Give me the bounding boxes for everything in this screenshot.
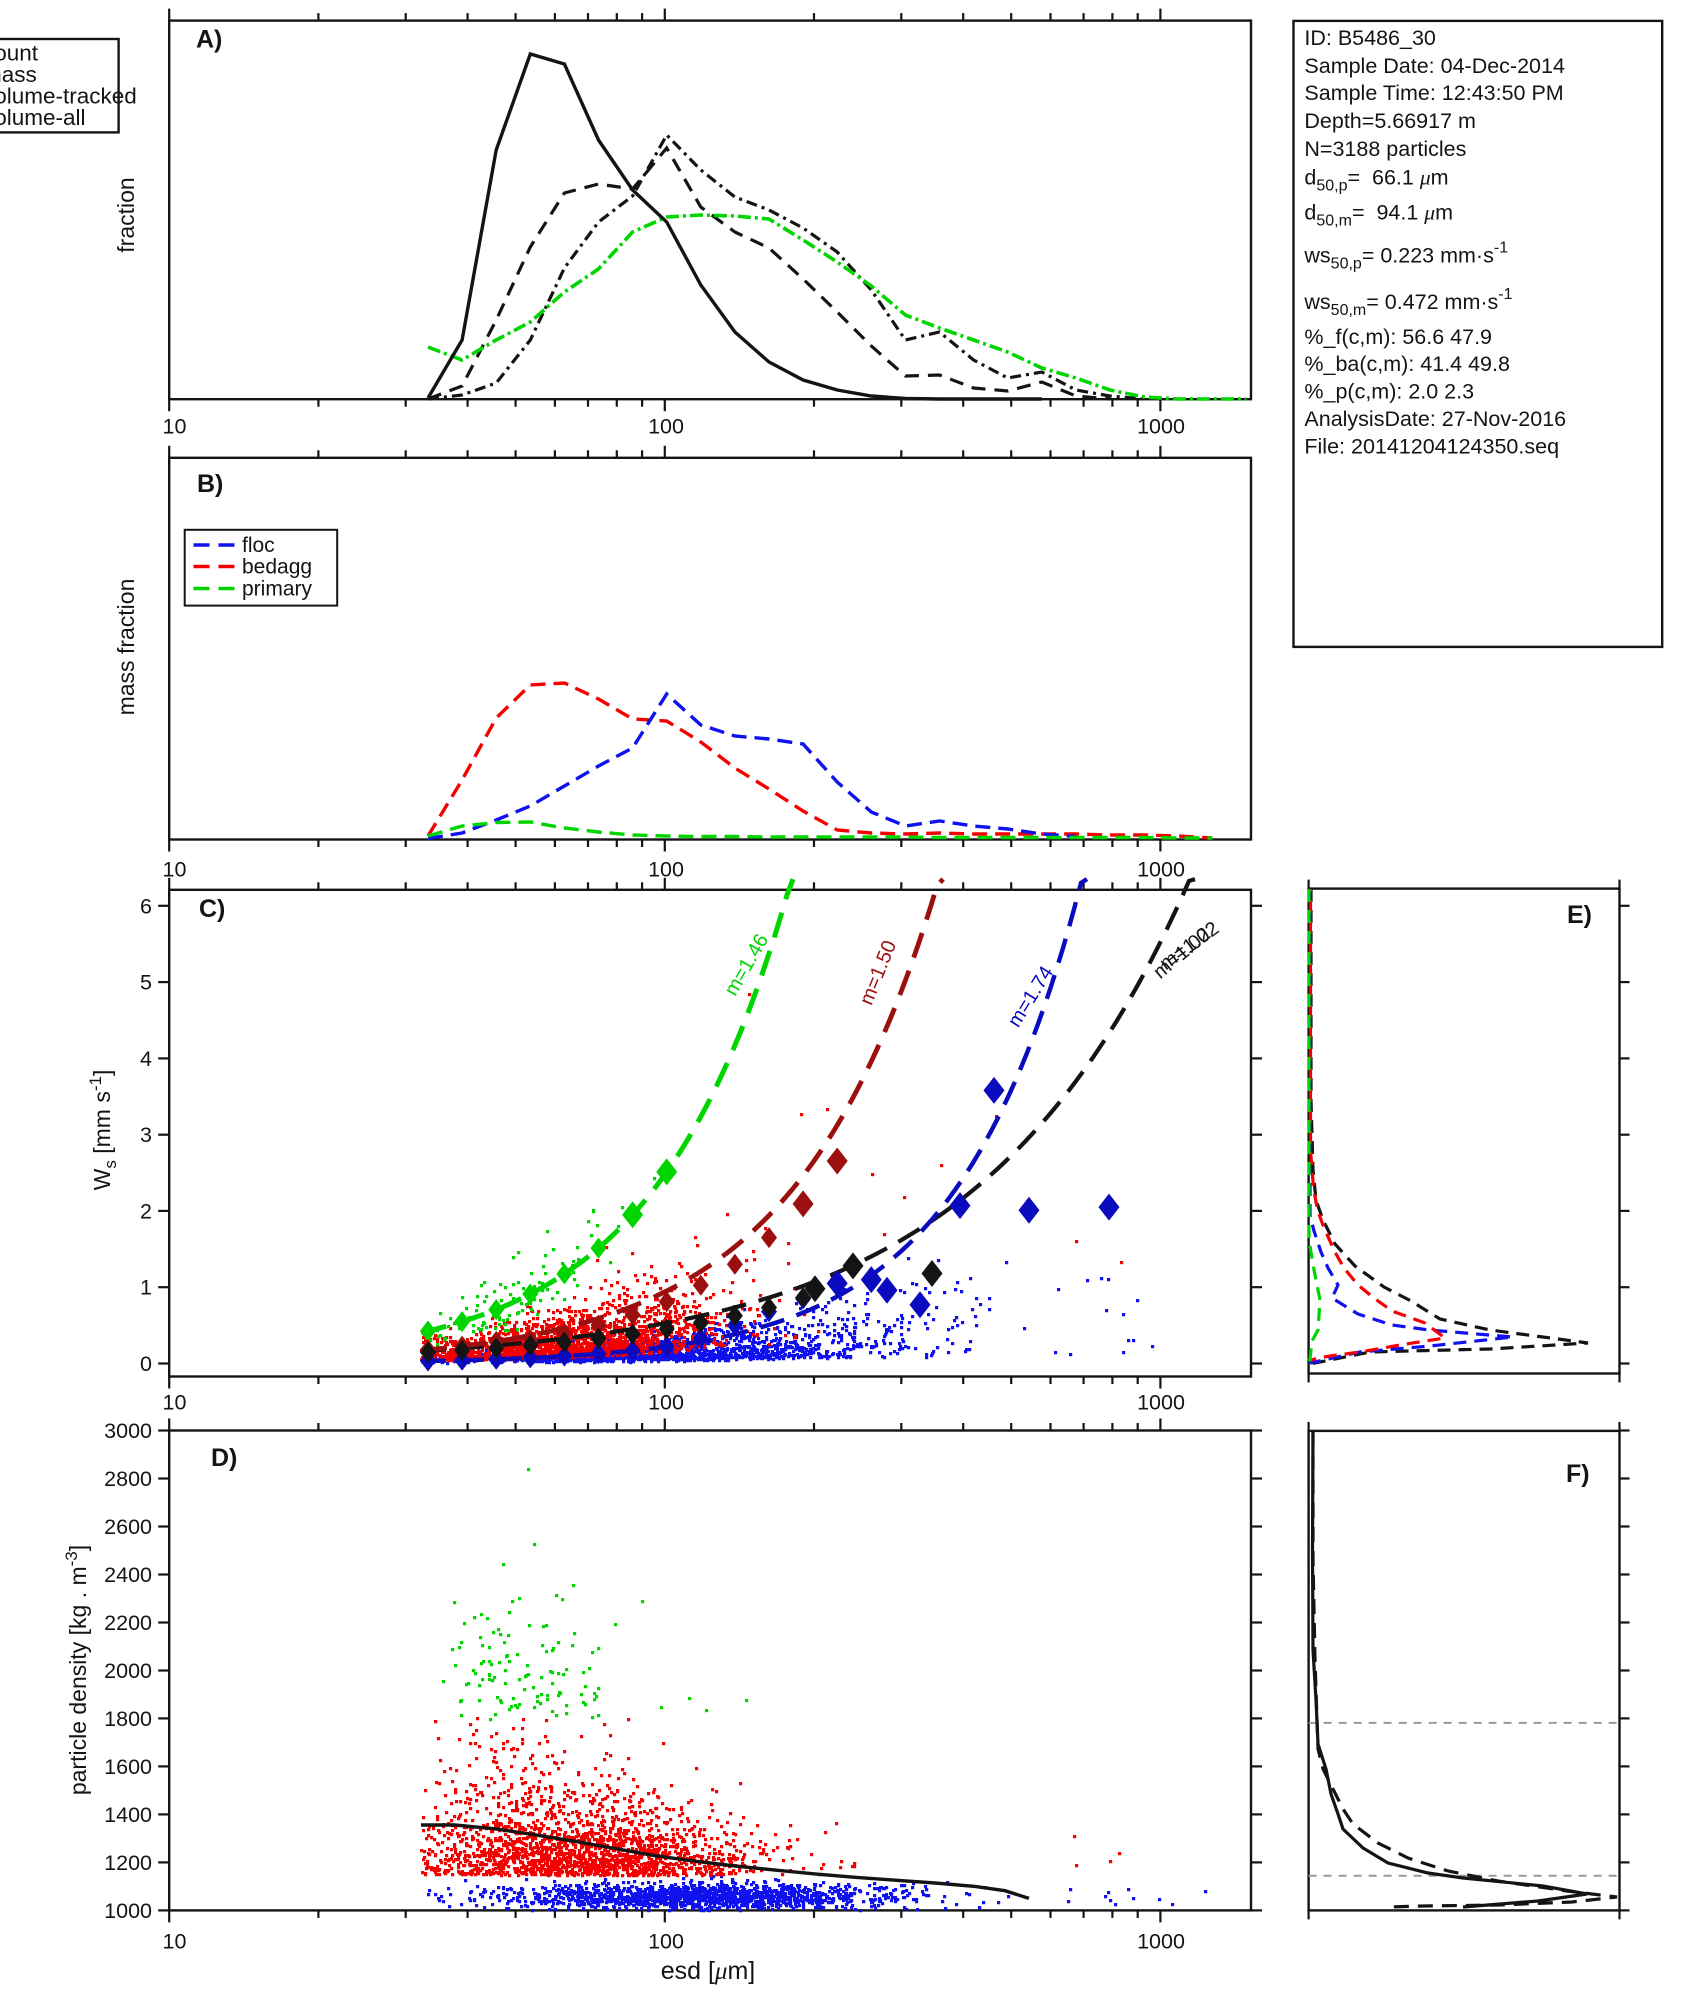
svg-text:volume-all: volume-all bbox=[0, 105, 86, 130]
svg-text:6: 6 bbox=[140, 894, 152, 918]
svg-text:Depth=5.66917 m: Depth=5.66917 m bbox=[1304, 109, 1476, 133]
svg-text:10: 10 bbox=[163, 415, 187, 439]
svg-text:2: 2 bbox=[140, 1199, 152, 1223]
svg-text:A): A) bbox=[196, 26, 222, 54]
svg-text:1800: 1800 bbox=[104, 1707, 152, 1731]
svg-text:Sample Date: 04-Dec-2014: Sample Date: 04-Dec-2014 bbox=[1304, 54, 1565, 78]
svg-text:mass: mass bbox=[0, 62, 37, 87]
svg-text:fraction: fraction bbox=[113, 177, 139, 252]
svg-text:100: 100 bbox=[648, 1391, 684, 1415]
svg-text:ws50,m= 0.472 mm·s-1: ws50,m= 0.472 mm·s-1 bbox=[1303, 286, 1512, 319]
svg-text:F): F) bbox=[1566, 1460, 1590, 1488]
svg-text:10: 10 bbox=[163, 1391, 187, 1415]
svg-text:1: 1 bbox=[140, 1276, 152, 1300]
svg-text:0: 0 bbox=[140, 1352, 152, 1376]
svg-text:2400: 2400 bbox=[104, 1563, 152, 1587]
svg-text:100: 100 bbox=[648, 415, 684, 439]
svg-text:ID: B5486_30: ID: B5486_30 bbox=[1304, 26, 1436, 50]
svg-text:1000: 1000 bbox=[1137, 1391, 1185, 1415]
svg-text:%_f(c,m): 56.6 47.9: %_f(c,m): 56.6 47.9 bbox=[1304, 325, 1492, 349]
svg-text:2600: 2600 bbox=[104, 1515, 152, 1539]
svg-text:1000: 1000 bbox=[104, 1899, 152, 1923]
svg-text:10: 10 bbox=[163, 1930, 187, 1954]
svg-text:volume-tracked: volume-tracked bbox=[0, 83, 137, 108]
svg-text:4: 4 bbox=[140, 1047, 152, 1071]
svg-text:mass fraction: mass fraction bbox=[113, 579, 139, 716]
svg-text:AnalysisDate: 27-Nov-2016: AnalysisDate: 27-Nov-2016 bbox=[1304, 407, 1566, 431]
svg-text:File: 20141204124350.seq: File: 20141204124350.seq bbox=[1304, 435, 1559, 459]
svg-text:1400: 1400 bbox=[104, 1803, 152, 1827]
svg-text:particle density [kg . m-3]: particle density [kg . m-3] bbox=[62, 1545, 91, 1795]
svg-text:3: 3 bbox=[140, 1123, 152, 1147]
svg-text:1200: 1200 bbox=[104, 1851, 152, 1875]
svg-text:5: 5 bbox=[140, 971, 152, 995]
svg-text:3000: 3000 bbox=[104, 1419, 152, 1443]
svg-text:B): B) bbox=[197, 470, 223, 498]
svg-text:%_p(c,m): 2.0 2.3: %_p(c,m): 2.0 2.3 bbox=[1304, 380, 1474, 404]
svg-text:bedagg: bedagg bbox=[242, 556, 312, 579]
svg-text:Sample Time: 12:43:50 PM: Sample Time: 12:43:50 PM bbox=[1304, 81, 1563, 105]
svg-text:E): E) bbox=[1567, 901, 1592, 929]
svg-text:2800: 2800 bbox=[104, 1467, 152, 1491]
svg-text:C): C) bbox=[199, 895, 225, 923]
svg-text:N=3188 particles: N=3188 particles bbox=[1304, 137, 1466, 161]
svg-text:1600: 1600 bbox=[104, 1755, 152, 1779]
svg-text:%_ba(c,m): 41.4 49.8: %_ba(c,m): 41.4 49.8 bbox=[1304, 352, 1510, 376]
svg-text:2000: 2000 bbox=[104, 1659, 152, 1683]
svg-text:primary: primary bbox=[242, 578, 313, 601]
svg-text:D): D) bbox=[211, 1444, 237, 1472]
svg-text:floc: floc bbox=[242, 534, 275, 557]
svg-text:1000: 1000 bbox=[1137, 858, 1185, 882]
svg-text:esd [μm]: esd [μm] bbox=[661, 1957, 756, 1985]
svg-text:100: 100 bbox=[648, 858, 684, 882]
svg-text:2200: 2200 bbox=[104, 1611, 152, 1635]
svg-text:count: count bbox=[0, 40, 39, 65]
svg-text:1000: 1000 bbox=[1137, 1930, 1185, 1954]
svg-text:100: 100 bbox=[648, 1930, 684, 1954]
svg-text:ws50,p= 0.223 mm·s-1: ws50,p= 0.223 mm·s-1 bbox=[1303, 240, 1508, 273]
svg-text:10: 10 bbox=[163, 858, 187, 882]
svg-text:1000: 1000 bbox=[1137, 415, 1185, 439]
